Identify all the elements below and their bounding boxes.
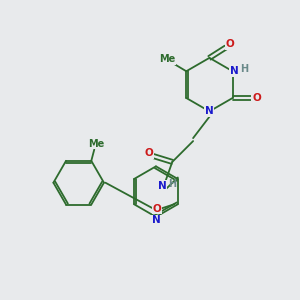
Text: H: H bbox=[168, 178, 176, 189]
Text: O: O bbox=[153, 204, 161, 214]
Text: N: N bbox=[205, 106, 214, 116]
Text: N: N bbox=[158, 181, 166, 191]
Text: Me: Me bbox=[159, 54, 175, 64]
Text: O: O bbox=[144, 148, 153, 158]
Text: O: O bbox=[252, 93, 261, 103]
Text: H: H bbox=[240, 64, 248, 74]
Text: Me: Me bbox=[88, 139, 104, 148]
Text: N: N bbox=[152, 215, 160, 225]
Text: N: N bbox=[230, 66, 239, 76]
Text: O: O bbox=[226, 40, 235, 50]
